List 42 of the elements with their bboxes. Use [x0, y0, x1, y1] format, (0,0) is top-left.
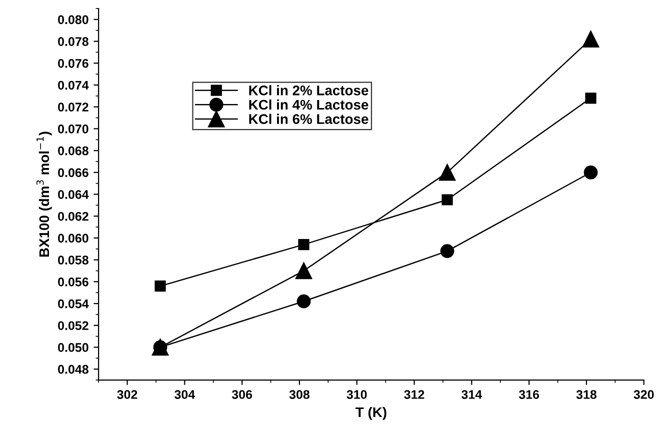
x-tick-label: 312 — [404, 390, 424, 399]
point — [440, 244, 454, 258]
x-tick-label: 308 — [289, 390, 310, 399]
point — [296, 294, 311, 308]
y-tick-label: 0.048 — [58, 364, 88, 374]
y-tick-label: 0.060 — [58, 234, 88, 243]
point — [584, 165, 598, 180]
point — [154, 280, 166, 292]
point — [298, 238, 310, 250]
y-tick-label: 0.070 — [58, 124, 88, 134]
x-tick-label: 302 — [117, 390, 138, 399]
x-tick-label: 314 — [462, 390, 482, 399]
point — [442, 194, 453, 206]
legend-label: KCl in 6% Lactose — [249, 114, 368, 124]
y-tick-label: 0.062 — [58, 212, 88, 221]
y-tick-label: 0.056 — [58, 277, 88, 286]
legend-label: KCl in 4% Lactose — [249, 99, 368, 110]
y-tick-label: 0.050 — [58, 343, 88, 352]
y-tick-label: 0.054 — [58, 299, 89, 308]
x-tick-label: 318 — [576, 390, 597, 399]
y-tick-label: 0.080 — [58, 15, 88, 24]
point — [582, 30, 600, 48]
x-tick-label: 316 — [518, 390, 540, 399]
point — [295, 262, 312, 280]
x-axis-title: T (K) — [356, 406, 386, 420]
y-tick-label: 0.052 — [58, 321, 88, 330]
y-tick-label: 0.074 — [58, 80, 89, 90]
y-tick-label: 0.076 — [58, 58, 88, 68]
y-axis-title: BX100 (dm$^{3}$ mol$^{−1}$) — [36, 132, 52, 257]
x-tick-label: 304 — [174, 390, 196, 399]
x-tick-label: 310 — [346, 390, 367, 399]
legend-label: KCl in 2% Lactose — [249, 85, 368, 96]
x-tick-label: 320 — [634, 390, 654, 399]
point — [438, 164, 456, 181]
y-tick-label: 0.072 — [58, 102, 88, 112]
y-tick-label: 0.064 — [58, 190, 89, 199]
y-tick-label: 0.066 — [58, 168, 88, 178]
x-tick-label: 306 — [232, 390, 252, 399]
point — [585, 92, 596, 104]
y-tick-label: 0.078 — [58, 37, 88, 46]
y-tick-label: 0.058 — [58, 256, 88, 264]
y-tick-label: 0.068 — [58, 146, 88, 156]
